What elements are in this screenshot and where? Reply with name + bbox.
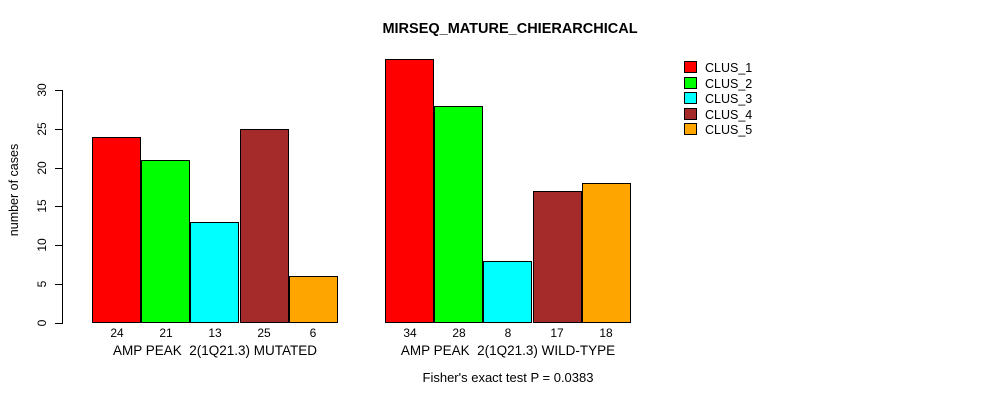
y-axis-tick-label: 5 xyxy=(35,280,49,288)
bar-value-label: 8 xyxy=(504,326,512,340)
bar-clus_4-group1 xyxy=(240,129,289,323)
bar-clus_1-group1 xyxy=(92,137,141,323)
legend-label-clus_2: CLUS_2 xyxy=(705,76,753,91)
y-axis-tick-label: 25 xyxy=(35,122,49,136)
legend-label-clus_4: CLUS_4 xyxy=(705,107,753,122)
y-axis-tick xyxy=(55,128,62,130)
y-axis-tick xyxy=(55,89,62,91)
legend-label-clus_3: CLUS_3 xyxy=(705,92,753,106)
y-axis-tick-label: 20 xyxy=(35,160,49,175)
y-axis-tick-label: 15 xyxy=(35,199,49,214)
legend-swatch-clus_5 xyxy=(684,123,697,135)
group-label-wild-type: AMP PEAK 2(1Q21.3) WILD-TYPE xyxy=(400,343,616,358)
bar-value-label: 17 xyxy=(550,326,564,340)
bar-clus_5-group1 xyxy=(289,276,338,323)
y-axis-label: number of cases xyxy=(7,143,21,237)
legend-swatch-clus_3 xyxy=(684,92,697,104)
bar-value-label: 34 xyxy=(403,326,417,340)
legend-swatch-clus_2 xyxy=(684,76,697,89)
bar-value-label: 25 xyxy=(257,326,271,340)
bar-value-label: 28 xyxy=(452,326,466,340)
chart-title: MIRSEQ_MATURE_CHIERARCHICAL xyxy=(382,21,638,37)
bar-clus_1-group2 xyxy=(385,59,434,323)
legend-swatch-clus_1 xyxy=(684,61,697,73)
bar-value-label: 13 xyxy=(208,326,222,340)
y-axis-tick-label: 10 xyxy=(35,238,49,253)
bar-clus_3-group2 xyxy=(483,261,532,323)
bar-value-label: 21 xyxy=(159,326,173,340)
legend-label-clus_1: CLUS_1 xyxy=(705,61,753,75)
y-axis-tick-label: 0 xyxy=(35,319,49,327)
bar-clus_3-group1 xyxy=(190,222,239,323)
bar-clus_2-group1 xyxy=(141,160,190,323)
bar-clus_5-group2 xyxy=(582,183,631,323)
bar-value-label: 18 xyxy=(599,326,613,340)
group-label-mutated: AMP PEAK 2(1Q21.3) MUTATED xyxy=(112,343,318,358)
y-axis-tick xyxy=(55,323,62,324)
y-axis-tick xyxy=(55,284,62,286)
y-axis-tick xyxy=(55,245,62,247)
y-axis-line xyxy=(62,89,63,324)
fisher-test-footnote: Fisher's exact test P = 0.0383 xyxy=(422,370,594,385)
bar-clus_2-group2 xyxy=(434,106,483,323)
bar-clus_4-group2 xyxy=(533,191,582,323)
legend-swatch-clus_4 xyxy=(684,107,697,120)
bar-value-label: 24 xyxy=(110,326,124,340)
y-axis-tick-label: 30 xyxy=(35,83,49,97)
y-axis-tick xyxy=(55,206,62,208)
bar-value-label: 6 xyxy=(309,326,317,340)
y-axis-tick xyxy=(55,167,62,169)
legend-label-clus_5: CLUS_5 xyxy=(705,123,753,137)
